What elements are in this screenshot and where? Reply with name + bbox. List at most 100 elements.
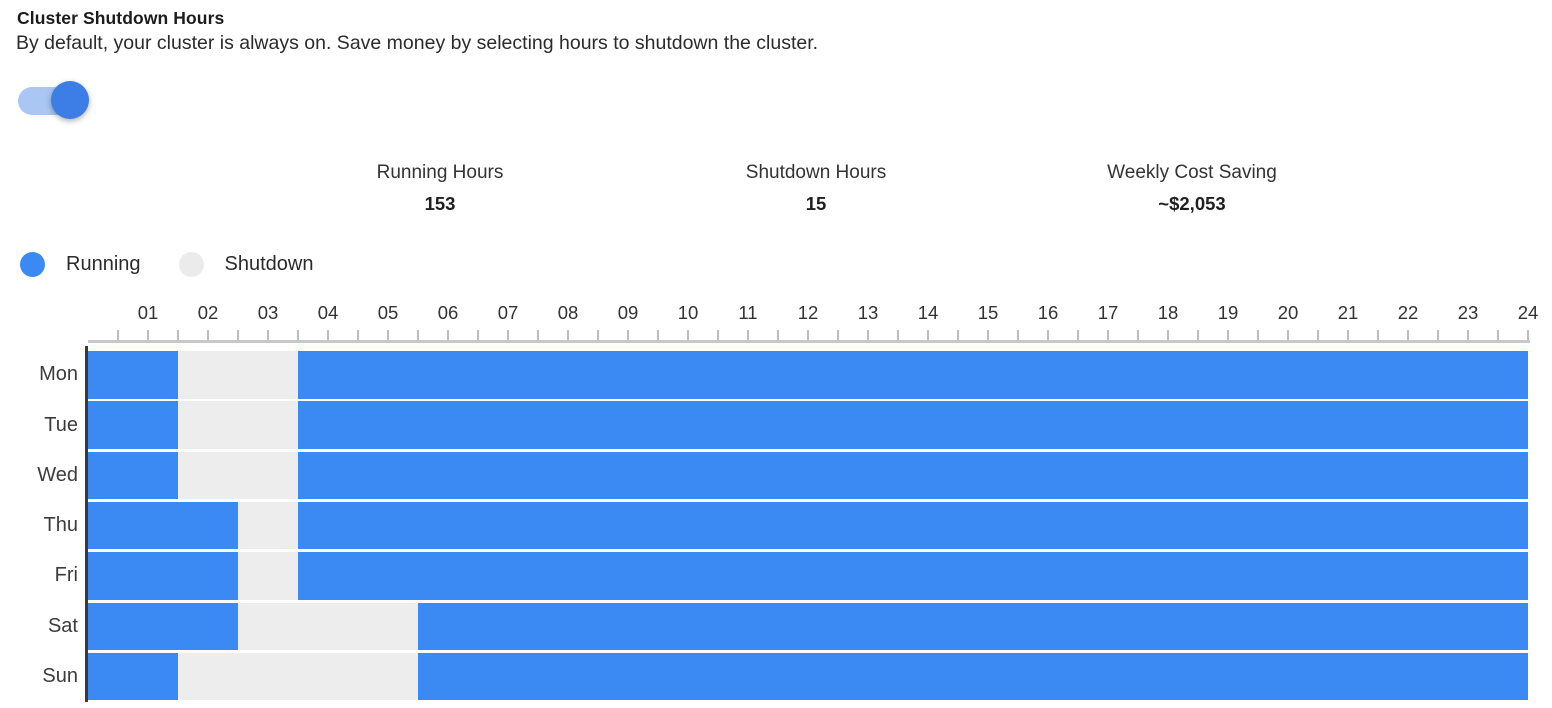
hour-label-08: 08 (557, 302, 579, 323)
shutdown-segment-thu[interactable] (238, 501, 298, 550)
running-segment-sun[interactable] (88, 652, 178, 701)
hour-label-07: 07 (497, 302, 519, 323)
hour-label-18: 18 (1157, 302, 1179, 323)
axis-tick (1017, 330, 1019, 340)
shutdown-segment-tue[interactable] (178, 401, 298, 449)
axis-tick (1317, 330, 1319, 340)
running-segment-fri[interactable] (88, 552, 238, 600)
axis-tick (507, 330, 509, 340)
stat-value: ~$2,053 (1158, 193, 1226, 214)
stat-label: Shutdown Hours (745, 162, 887, 183)
axis-tick (777, 330, 779, 340)
hour-label-02: 02 (197, 302, 219, 323)
axis-tick (387, 330, 389, 340)
day-label-mon: Mon (39, 363, 78, 386)
axis-tick (1227, 330, 1229, 340)
axis-tick (267, 330, 269, 340)
running-segment-fri[interactable] (298, 552, 1528, 600)
stat-label: Running Hours (376, 162, 504, 183)
running-segment-thu[interactable] (298, 501, 1528, 550)
axis-tick (1107, 330, 1109, 340)
axis-tick (1347, 330, 1349, 340)
running-segment-wed[interactable] (298, 451, 1528, 500)
running-segment-sat[interactable] (418, 602, 1528, 651)
day-label-sat: Sat (47, 614, 78, 637)
cluster-shutdown-toggle[interactable] (18, 79, 92, 121)
axis-tick (747, 330, 749, 340)
axis-tick (1407, 330, 1409, 340)
schedule-row-mon (88, 351, 1528, 399)
legend-item-shutdown: Shutdown (178, 251, 314, 277)
stat-weekly-cost-saving: Weekly Cost Saving ~$2,053 (1004, 162, 1380, 215)
shutdown-segment-sun[interactable] (178, 652, 418, 701)
running-segment-tue[interactable] (88, 401, 178, 449)
hour-label-09: 09 (617, 302, 639, 323)
stat-value: 15 (805, 193, 827, 214)
schedule-row-wed (88, 451, 1528, 500)
running-segment-mon[interactable] (88, 351, 178, 399)
axis-tick (627, 330, 629, 340)
hour-label-16: 16 (1037, 302, 1059, 323)
axis-tick (1197, 330, 1199, 340)
hour-label-20: 20 (1277, 302, 1299, 323)
axis-tick (687, 330, 689, 340)
legend-label: Running (66, 252, 141, 275)
hour-label-15: 15 (977, 302, 999, 323)
running-segment-sun[interactable] (418, 652, 1528, 701)
shutdown-segment-wed[interactable] (178, 451, 298, 500)
day-label-thu: Thu (43, 514, 78, 537)
axis-tick (477, 330, 479, 340)
axis-tick (417, 330, 419, 340)
shutdown-dot-icon (178, 251, 204, 277)
axis-tick (567, 330, 569, 340)
axis-tick (1287, 330, 1289, 340)
running-segment-wed[interactable] (88, 451, 178, 500)
axis-tick (717, 330, 719, 340)
legend-label: Shutdown (224, 252, 314, 275)
axis-tick (297, 330, 299, 340)
hour-label-05: 05 (377, 302, 399, 323)
toggle-knob-icon (51, 81, 89, 119)
axis-tick (1437, 330, 1439, 340)
axis-tick (897, 330, 899, 340)
day-label-wed: Wed (37, 463, 78, 486)
page-subtitle: By default, your cluster is always on. S… (16, 32, 819, 54)
axis-tick (1527, 330, 1529, 340)
shutdown-segment-mon[interactable] (178, 351, 298, 399)
axis-tick (987, 330, 989, 340)
x-axis-line (88, 340, 1530, 343)
running-segment-sat[interactable] (88, 602, 238, 651)
hour-label-17: 17 (1097, 302, 1119, 323)
day-label-tue: Tue (44, 413, 78, 436)
axis-tick (1257, 330, 1259, 340)
shutdown-segment-fri[interactable] (238, 552, 298, 600)
running-segment-tue[interactable] (298, 401, 1528, 449)
schedule-row-fri (88, 552, 1528, 600)
schedule-row-sun (88, 652, 1528, 701)
axis-tick (207, 330, 209, 340)
running-segment-mon[interactable] (298, 351, 1528, 399)
hour-label-12: 12 (797, 302, 819, 323)
page-title: Cluster Shutdown Hours (17, 8, 225, 28)
hour-label-10: 10 (677, 302, 699, 323)
running-dot-icon (20, 251, 45, 277)
hour-label-06: 06 (437, 302, 459, 323)
legend-item-running: Running (20, 251, 141, 277)
axis-tick (357, 330, 359, 340)
axis-tick (837, 330, 839, 340)
axis-tick (927, 330, 929, 340)
axis-tick (237, 330, 239, 340)
axis-tick (657, 330, 659, 340)
axis-tick (1467, 330, 1469, 340)
running-segment-thu[interactable] (88, 501, 238, 550)
hour-label-11: 11 (738, 302, 758, 323)
hour-label-03: 03 (257, 302, 279, 323)
stats-row: Running Hours 153 Shutdown Hours 15 Week… (252, 162, 1380, 215)
day-label-sun: Sun (42, 665, 78, 688)
y-axis-line (85, 346, 88, 702)
shutdown-segment-sat[interactable] (238, 602, 418, 651)
axis-tick (1077, 330, 1079, 340)
axis-tick (597, 330, 599, 340)
